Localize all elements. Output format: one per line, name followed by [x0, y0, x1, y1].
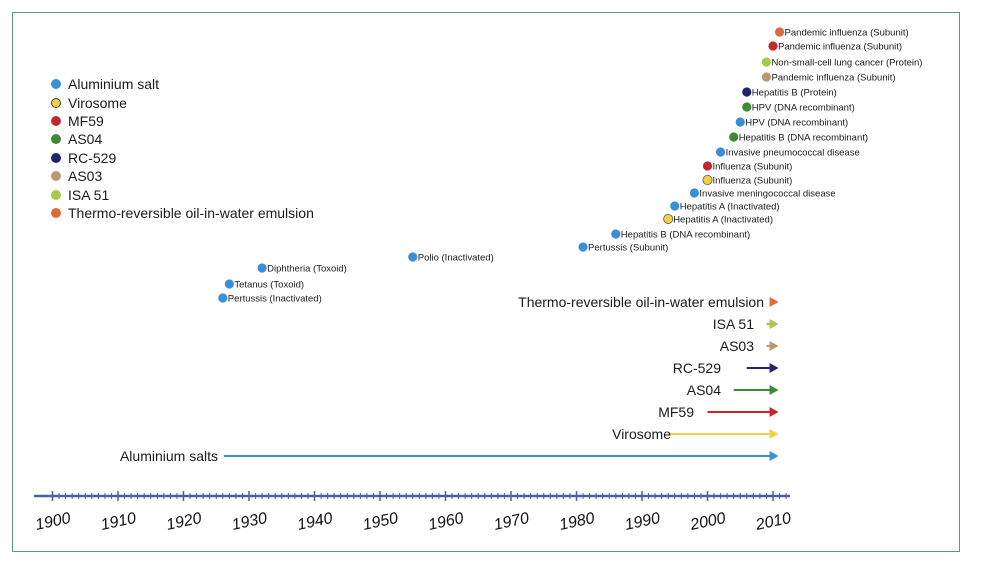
legend-item-as03: AS03	[51, 167, 314, 185]
event-label: Hepatitis A (Inactivated)	[673, 215, 773, 226]
legend-item-virosome: Virosome	[51, 93, 314, 111]
x-tick-label: 1910	[99, 510, 137, 534]
event-label: Influenza (Subunit)	[713, 176, 793, 187]
legend-swatch-virosome	[51, 97, 61, 108]
legend-item-aluminium: Aluminium salt	[51, 75, 314, 93]
legend: Aluminium salt Virosome MF59 AS04 RC-529…	[51, 75, 314, 222]
legend-item-as04: AS04	[51, 130, 314, 148]
event-label: Hepatitis B (Protein)	[752, 88, 837, 99]
event-point	[702, 161, 713, 171]
figure-frame: Aluminium salt Virosome MF59 AS04 RC-529…	[12, 12, 960, 552]
timeline-arrowhead	[769, 341, 779, 351]
legend-label: Thermo-reversible oil-in-water emulsion	[68, 204, 314, 221]
x-tick-label: 2010	[753, 510, 792, 534]
legend-item-isa51: ISA 51	[51, 185, 314, 203]
event-point	[774, 27, 785, 37]
x-tick-label: 1970	[492, 510, 530, 534]
event-point	[735, 117, 745, 127]
event-label: Pandemic influenza (Subunit)	[778, 42, 902, 53]
event-point	[761, 72, 772, 82]
x-tick-label: 1920	[165, 510, 203, 534]
legend-swatch-aluminium	[51, 79, 61, 90]
legend-item-mf59: MF59	[51, 112, 314, 130]
legend-swatch-isa51	[51, 189, 61, 200]
legend-label: Virosome	[68, 94, 127, 111]
timeline-label: Aluminium salts	[120, 448, 218, 464]
legend-label: AS04	[68, 131, 103, 148]
event-point	[218, 293, 228, 303]
timeline-arrowhead	[769, 451, 779, 461]
event-point	[716, 147, 726, 157]
event-label: Pertussis (Inactivated)	[228, 294, 322, 305]
event-point	[663, 213, 674, 224]
event-point	[768, 41, 778, 51]
event-label: HPV (DNA recombinant)	[752, 103, 855, 114]
x-tick-label: 1900	[34, 510, 72, 534]
x-tick-label: 1940	[296, 510, 334, 534]
timeline-label: AS04	[687, 382, 721, 398]
timeline-arrowhead	[769, 407, 779, 417]
event-point	[729, 132, 739, 142]
event-label: Pandemic influenza (Subunit)	[771, 73, 895, 84]
event-point	[611, 229, 621, 239]
timeline-arrowhead	[769, 429, 779, 439]
event-point	[257, 263, 267, 273]
legend-swatch-thermo	[51, 207, 61, 218]
event-label: Tetanus (Toxoid)	[234, 280, 304, 291]
event-label: Pandemic influenza (Subunit)	[785, 28, 909, 39]
timeline-label: Virosome	[612, 426, 671, 442]
timeline-label: RC-529	[673, 360, 721, 376]
x-tick-label: 1930	[230, 510, 268, 534]
legend-swatch-as04	[51, 134, 61, 145]
legend-label: RC-529	[68, 149, 117, 166]
x-tick-label: 2000	[688, 510, 727, 534]
x-tick-label: 1980	[558, 510, 596, 534]
legend-swatch-rc529	[51, 152, 61, 163]
legend-swatch-as03	[51, 171, 61, 182]
timeline-label: MF59	[658, 404, 694, 420]
x-tick-label: 1960	[427, 510, 465, 534]
legend-label: MF59	[68, 112, 104, 129]
event-point	[408, 252, 418, 262]
legend-swatch-mf59	[51, 115, 61, 126]
legend-label: Aluminium salt	[68, 76, 160, 93]
legend-item-thermo: Thermo-reversible oil-in-water emulsion	[51, 204, 314, 222]
event-point	[670, 201, 680, 211]
legend-label: ISA 51	[68, 186, 110, 203]
event-point	[702, 174, 713, 185]
event-point	[761, 57, 772, 67]
timeline-arrowhead	[769, 363, 779, 373]
legend-item-rc529: RC-529	[51, 149, 314, 167]
event-label: Pertussis (Subunit)	[588, 243, 668, 254]
event-point	[578, 242, 588, 252]
timeline-label: AS03	[720, 338, 754, 354]
event-label: Hepatitis B (DNA recombinant)	[739, 133, 868, 144]
event-point	[689, 188, 700, 198]
event-label: Invasive pneumococcal disease	[726, 148, 860, 159]
timeline-label: ISA 51	[713, 316, 754, 332]
event-label: Diphtheria (Toxoid)	[267, 264, 347, 275]
event-label: Polio (Inactivated)	[418, 253, 494, 264]
legend-label: AS03	[68, 168, 103, 185]
event-point	[742, 87, 752, 97]
event-label: Hepatitis B (DNA recombinant)	[621, 230, 750, 241]
timeline-arrowhead	[769, 319, 779, 329]
event-label: HPV (DNA recombinant)	[745, 118, 848, 129]
x-tick-label: 1990	[623, 510, 661, 534]
timeline-arrowhead	[769, 297, 779, 307]
event-point	[224, 279, 234, 289]
x-tick-label: 1950	[361, 510, 399, 534]
event-point	[742, 102, 752, 112]
timeline-label: Thermo-reversible oil-in-water emulsion	[518, 294, 764, 310]
timeline-arrowhead	[769, 385, 779, 395]
event-label: Non-small-cell lung cancer (Protein)	[771, 58, 922, 69]
event-label: Invasive meningococcal disease	[699, 189, 835, 200]
event-label: Hepatitis A (Inactivated)	[680, 202, 780, 213]
event-label: Influenza (Subunit)	[713, 162, 793, 173]
